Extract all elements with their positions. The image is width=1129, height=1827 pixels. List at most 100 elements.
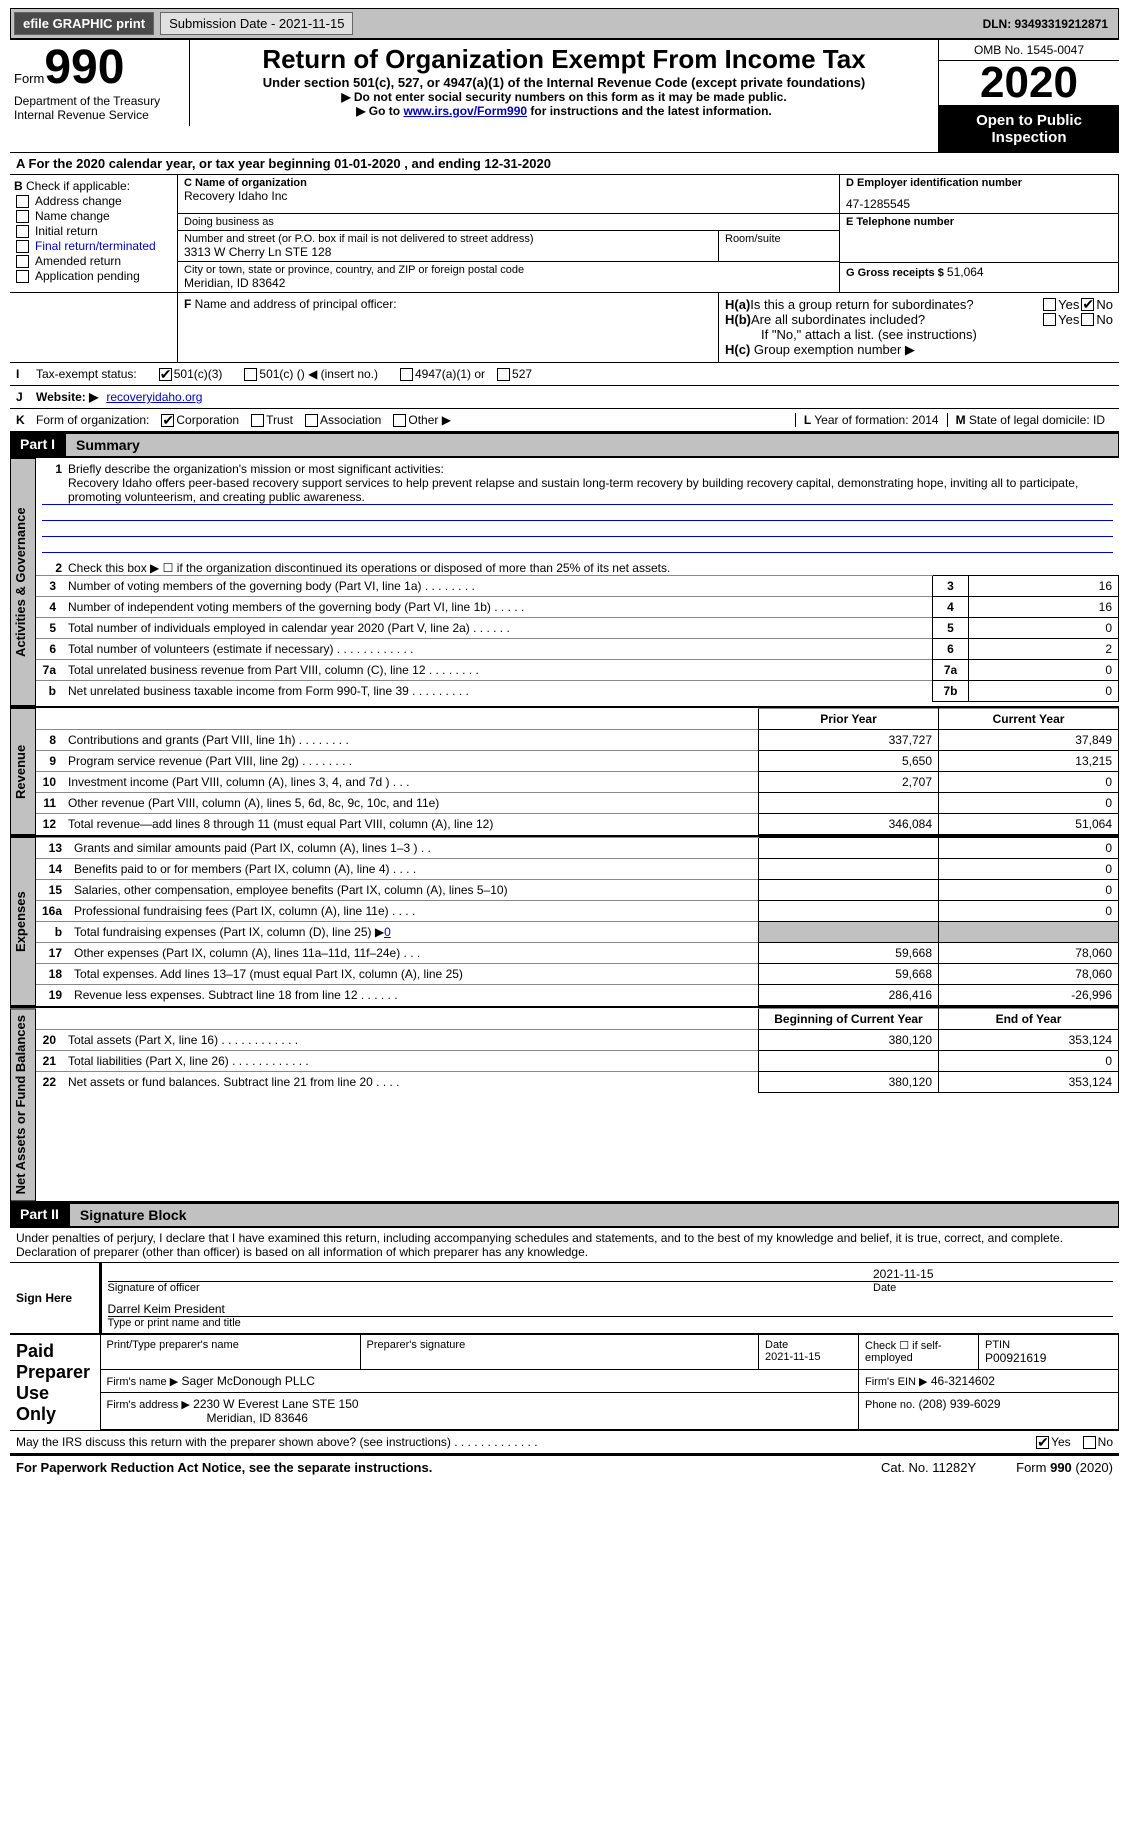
ptin-label: PTIN <box>985 1339 1112 1351</box>
footer-mid: Cat. No. 11282Y <box>881 1460 976 1475</box>
row-text: Professional fundraising fees (Part IX, … <box>68 901 758 922</box>
check-discuss-no[interactable] <box>1083 1436 1096 1449</box>
discuss-no-label: No <box>1098 1435 1113 1449</box>
label-other: Other ▶ <box>408 413 451 427</box>
check-ha-yes[interactable] <box>1043 298 1056 311</box>
row-current: 0 <box>939 1051 1119 1072</box>
section-f-h: F Name and address of principal officer:… <box>10 292 1119 362</box>
table-row: 19Revenue less expenses. Subtract line 1… <box>36 985 1119 1006</box>
check-corp[interactable] <box>161 414 174 427</box>
firm-name: Sager McDonough PLLC <box>182 1374 315 1388</box>
ha-label: H(a) <box>725 297 750 312</box>
check-ha-no[interactable] <box>1081 298 1094 311</box>
row-current: 0 <box>939 772 1119 793</box>
row-text: Total expenses. Add lines 13–17 (must eq… <box>68 964 758 985</box>
row-value: 0 <box>969 681 1119 702</box>
phone-label: Phone no. <box>865 1399 915 1411</box>
prep-name-label: Print/Type preparer's name <box>107 1339 354 1351</box>
section-e-label: E Telephone number <box>846 216 1112 228</box>
section-c-label: C Name of organization <box>184 177 833 189</box>
footer-form-pre: Form <box>1016 1460 1050 1475</box>
prep-sig-label: Preparer's signature <box>367 1339 753 1351</box>
check-app-pending[interactable] <box>16 270 29 283</box>
efile-print-button[interactable]: efile GRAPHIC print <box>14 12 154 35</box>
footer-left: For Paperwork Reduction Act Notice, see … <box>16 1460 432 1475</box>
check-hb-yes[interactable] <box>1043 313 1056 326</box>
net-assets-table: Beginning of Current Year End of Year 20… <box>36 1008 1119 1093</box>
sig-date-value: 2021-11-15 <box>873 1267 1113 1281</box>
row-current: 353,124 <box>939 1072 1119 1093</box>
col-current-year: Current Year <box>939 709 1119 730</box>
section-klm: K Form of organization: Corporation Trus… <box>10 408 1119 431</box>
section-d-label: D Employer identification number <box>846 177 1112 189</box>
row-prior: 380,120 <box>759 1030 939 1051</box>
label-501c-pre: 501(c) ( <box>259 367 300 381</box>
tab-governance: Activities & Governance <box>10 458 36 706</box>
signature-table: Sign Here 2021-11-15 Signature of office… <box>10 1262 1119 1333</box>
section-net-assets: Net Assets or Fund Balances Beginning of… <box>10 1006 1119 1201</box>
row-text: Net unrelated business taxable income fr… <box>62 681 933 702</box>
form-title: Return of Organization Exempt From Incom… <box>194 44 934 75</box>
discuss-row: May the IRS discuss this return with the… <box>10 1430 1119 1453</box>
row-prior: 59,668 <box>759 943 939 964</box>
firm-addr-label: Firm's address ▶ <box>107 1399 190 1411</box>
dba-label: Doing business as <box>184 216 833 228</box>
revenue-table: Prior Year Current Year 8Contributions a… <box>36 708 1119 835</box>
website-link[interactable]: recoveryidaho.org <box>106 390 202 404</box>
section-b-label: B <box>14 179 23 193</box>
row-text: Total unrelated business revenue from Pa… <box>62 660 933 681</box>
row-value: 0 <box>969 618 1119 639</box>
check-address-change[interactable] <box>16 195 29 208</box>
row-current: 13,215 <box>939 751 1119 772</box>
ha-no-label: No <box>1096 297 1113 312</box>
label-assoc: Association <box>320 413 381 427</box>
submission-date-button[interactable]: Submission Date - 2021-11-15 <box>160 12 353 35</box>
row-num: 12 <box>36 814 62 835</box>
fundraising-link[interactable]: 0 <box>384 925 391 939</box>
dln-label: DLN: 93493319212871 <box>973 14 1118 34</box>
check-other[interactable] <box>393 414 406 427</box>
expenses-table: 13Grants and similar amounts paid (Part … <box>36 837 1119 1006</box>
row-num: 14 <box>36 859 68 880</box>
row-current: 353,124 <box>939 1030 1119 1051</box>
check-527[interactable] <box>497 368 510 381</box>
self-emp-label: Check ☐ if self-employed <box>865 1339 972 1364</box>
check-4947[interactable] <box>400 368 413 381</box>
row-current: 0 <box>939 901 1119 922</box>
check-501c[interactable] <box>244 368 257 381</box>
row-num: 7a <box>36 660 62 681</box>
form-word: Form <box>14 71 44 86</box>
check-discuss-yes[interactable] <box>1036 1436 1049 1449</box>
row-box: 3 <box>933 576 969 597</box>
room-label: Room/suite <box>725 233 833 245</box>
row-current <box>939 922 1119 943</box>
irs-gov-link[interactable]: www.irs.gov/Form990 <box>403 104 527 118</box>
check-hb-no[interactable] <box>1081 313 1094 326</box>
check-initial-return[interactable] <box>16 225 29 238</box>
gross-receipts: 51,064 <box>947 265 984 279</box>
row-value: 16 <box>969 597 1119 618</box>
section-j-label: J <box>16 390 36 404</box>
check-501c3[interactable] <box>159 368 172 381</box>
hc-label: H(c) <box>725 342 750 357</box>
row-prior: 5,650 <box>759 751 939 772</box>
row-text: Program service revenue (Part VIII, line… <box>62 751 759 772</box>
check-amended[interactable] <box>16 255 29 268</box>
row-prior: 286,416 <box>759 985 939 1006</box>
table-row: bTotal fundraising expenses (Part IX, co… <box>36 922 1119 943</box>
row-prior <box>759 880 939 901</box>
check-name-change[interactable] <box>16 210 29 223</box>
paid-preparer-label: Paid Preparer Use Only <box>10 1334 100 1430</box>
row-text: Other expenses (Part IX, column (A), lin… <box>68 943 758 964</box>
mission-blank1 <box>42 505 1113 521</box>
check-final-return[interactable] <box>16 240 29 253</box>
check-trust[interactable] <box>251 414 264 427</box>
row-text: Total number of volunteers (estimate if … <box>62 639 933 660</box>
prep-date-label: Date <box>765 1339 852 1351</box>
row-box: 6 <box>933 639 969 660</box>
governance-table: 3Number of voting members of the governi… <box>36 575 1119 702</box>
check-assoc[interactable] <box>305 414 318 427</box>
dept-label: Department of the Treasury <box>14 94 185 108</box>
footer: For Paperwork Reduction Act Notice, see … <box>10 1453 1119 1479</box>
row-prior: 2,707 <box>759 772 939 793</box>
